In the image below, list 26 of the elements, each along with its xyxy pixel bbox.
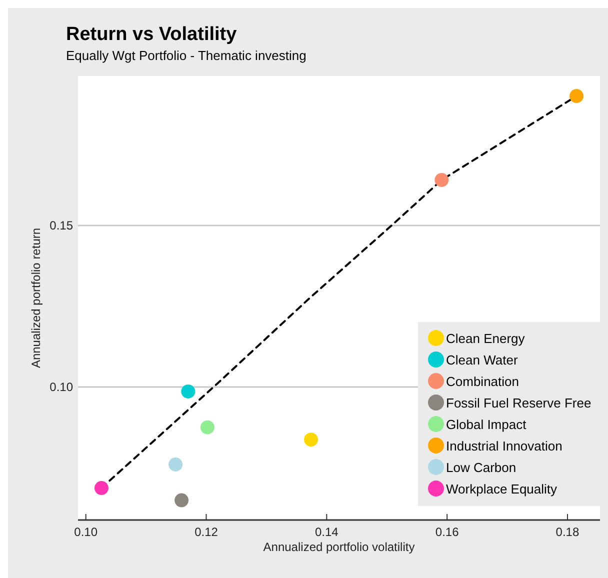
point — [570, 89, 584, 104]
legend-label: Global Impact — [446, 417, 527, 432]
point — [181, 384, 196, 398]
legend-label: Workplace Equality — [446, 482, 558, 496]
x-tick-label: 0.16 — [435, 525, 460, 539]
point — [434, 172, 449, 187]
x-axis-title: Annualized portfolio volatility — [263, 540, 415, 554]
point — [168, 457, 183, 472]
point — [304, 432, 318, 447]
x-tick-label: 0.10 — [74, 525, 98, 539]
point — [200, 420, 214, 434]
legend-label: Combination — [446, 374, 519, 389]
legend-label: Fossil Fuel Reserve Free — [446, 396, 592, 410]
legend-label: Clean Energy — [446, 331, 526, 346]
y-tick-label: 0.15 — [50, 218, 74, 233]
legend-label: Industrial Innovation — [446, 438, 562, 454]
point — [94, 481, 108, 496]
y-axis-title: Annualized portfolio return — [29, 228, 43, 368]
legend-label: Low Carbon — [446, 460, 516, 475]
legend-label: Clean Water — [446, 352, 518, 368]
x-tick-label: 0.12 — [194, 525, 218, 539]
chart-title: Return vs Volatility — [66, 24, 238, 45]
chart-subtitle: Equally Wgt Portfolio - Thematic investing — [66, 48, 306, 63]
x-tick-label: 0.18 — [556, 525, 580, 539]
x-tick-label: 0.14 — [314, 525, 339, 539]
point — [174, 493, 189, 508]
